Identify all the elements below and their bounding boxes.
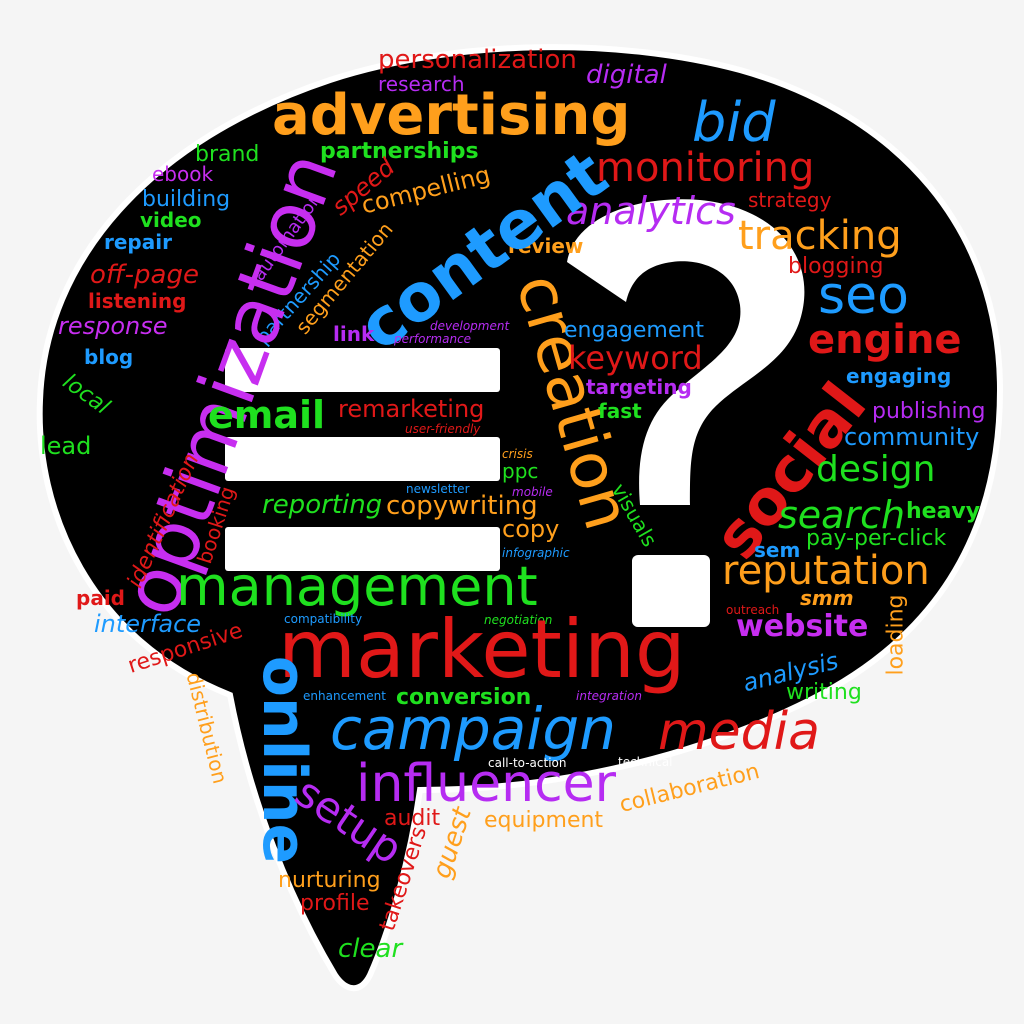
word-personalization: personalization	[378, 45, 577, 75]
word-paid: paid	[76, 586, 125, 610]
word-response: response	[58, 312, 168, 340]
word-website: website	[736, 609, 869, 644]
word-influencer: influencer	[356, 754, 617, 814]
word-digital: digital	[586, 60, 667, 90]
word-interface: interface	[94, 610, 202, 638]
word-technical: technical	[618, 755, 673, 769]
word-search: search	[778, 493, 906, 537]
word-brand: brand	[195, 142, 260, 167]
word-clear: clear	[338, 934, 403, 964]
word-strategy: strategy	[748, 188, 832, 212]
word-performance: performance	[394, 332, 472, 346]
word-fast: fast	[598, 399, 642, 423]
word-tracking: tracking	[738, 213, 902, 259]
word-remarketing: remarketing	[338, 395, 485, 423]
equals-bar-top	[225, 348, 500, 392]
equals-bar-middle	[225, 437, 500, 481]
question-mark-dot	[632, 555, 710, 627]
word-research: research	[378, 72, 465, 96]
word-pay-per-click: pay-per-click	[806, 526, 947, 551]
word-copywriting: copywriting	[386, 491, 538, 521]
word-monitoring: monitoring	[596, 145, 815, 191]
word-call-to-action: call-to-action	[488, 756, 567, 770]
word-partnerships: partnerships	[320, 139, 479, 164]
word-mobile: mobile	[512, 485, 553, 499]
word-ebook: ebook	[152, 162, 214, 186]
word-outreach: outreach	[726, 603, 780, 617]
question-mark-curve	[567, 199, 805, 505]
word-community: community	[844, 423, 980, 451]
word-newsletter: newsletter	[406, 482, 470, 496]
word-seo: seo	[818, 266, 909, 326]
word-user-friendly: user-friendly	[405, 422, 481, 436]
word-publishing: publishing	[872, 399, 986, 424]
word-engaging: engaging	[846, 364, 952, 388]
word-sem: sem	[754, 538, 801, 562]
word-infographic: infographic	[502, 546, 570, 560]
word-enhancement: enhancement	[303, 689, 386, 703]
word-blog: blog	[84, 345, 134, 369]
word-keyword: keyword	[568, 339, 703, 377]
word-compatibility: compatibility	[284, 612, 363, 626]
word-marketing: marketing	[278, 603, 686, 696]
word-targeting: targeting	[586, 375, 692, 399]
word-engine: engine	[808, 317, 962, 363]
word-reporting: reporting	[262, 490, 383, 520]
word-smm: smm	[800, 586, 854, 610]
word-campaign: campaign	[330, 695, 616, 763]
word-bid: bid	[692, 91, 776, 154]
word-repair: repair	[104, 230, 172, 254]
word-advertising: advertising	[272, 83, 631, 148]
word-audit: audit	[384, 806, 441, 831]
word-media: media	[658, 702, 820, 762]
word-video: video	[140, 208, 202, 232]
word-lead: lead	[40, 432, 92, 460]
word-integration: integration	[576, 689, 642, 703]
word-off-page: off-page	[90, 260, 199, 290]
word-loading: loading	[883, 594, 909, 676]
word-negotiation: negotiation	[484, 613, 553, 627]
word-management: management	[176, 555, 538, 618]
equals-bar-bottom	[225, 527, 500, 571]
word-link: link	[333, 322, 375, 346]
word-review: review	[508, 234, 584, 258]
word-online: online	[249, 655, 320, 865]
word-conversion: conversion	[396, 685, 532, 710]
word-equipment: equipment	[484, 808, 604, 833]
word-profile: profile	[300, 891, 370, 916]
word-blogging: blogging	[788, 254, 884, 279]
word-crisis: crisis	[502, 447, 533, 461]
word-development: development	[430, 319, 510, 333]
word-ppc: ppc	[502, 459, 539, 483]
word-heavy: heavy	[906, 499, 981, 524]
word-writing: writing	[786, 680, 862, 705]
word-engagement: engagement	[564, 318, 704, 343]
word-listening: listening	[88, 289, 187, 313]
word-analytics: analytics	[566, 189, 736, 233]
word-copy: copy	[502, 515, 560, 543]
word-reputation: reputation	[722, 548, 930, 594]
word-design: design	[816, 449, 936, 490]
word-building: building	[142, 187, 231, 212]
word-email: email	[208, 393, 326, 437]
word-nurturing: nurturing	[278, 868, 381, 893]
